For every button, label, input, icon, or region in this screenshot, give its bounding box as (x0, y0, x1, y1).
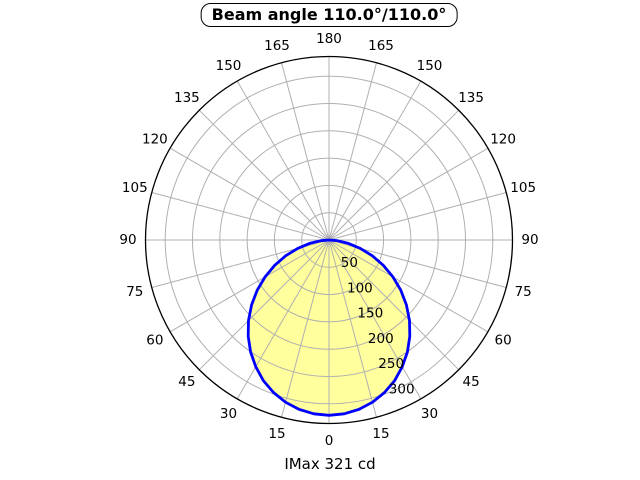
theta-tick-label: 135 (458, 90, 484, 106)
theta-tick-label: 135 (174, 90, 200, 106)
r-tick-label: 150 (357, 306, 383, 322)
theta-grid-line (328, 80, 422, 241)
theta-tick-label: 180 (316, 31, 342, 47)
r-tick-label: 300 (389, 381, 415, 397)
theta-tick-label: 105 (122, 180, 148, 196)
theta-grid-line (236, 239, 330, 400)
theta-tick-label: 120 (490, 132, 516, 148)
theta-tick-label: 30 (421, 406, 438, 422)
theta-grid-line (328, 239, 377, 418)
theta-grid-line (198, 239, 330, 371)
r-tick-label: 200 (368, 331, 394, 347)
chart-title: Beam angle 110.0°/110.0° (200, 3, 458, 27)
theta-tick-label: 75 (515, 284, 532, 300)
theta-tick-label: 60 (495, 333, 512, 349)
theta-tick-label: 30 (220, 406, 237, 422)
theta-grid-line (328, 239, 460, 371)
theta-grid-line (281, 239, 330, 418)
theta-tick-label: 165 (264, 38, 290, 54)
theta-grid-line (281, 62, 330, 241)
theta-tick-label: 0 (325, 433, 334, 449)
theta-tick-label: 15 (268, 426, 285, 442)
theta-tick-label: 150 (417, 58, 443, 74)
theta-tick-label: 45 (178, 374, 195, 390)
r-tick-label: 50 (341, 255, 358, 271)
theta-tick-label: 60 (146, 333, 163, 349)
theta-tick-label: 15 (372, 426, 389, 442)
theta-grid-line (169, 147, 330, 241)
theta-tick-label: 105 (510, 180, 536, 196)
theta-grid-line (328, 239, 489, 333)
theta-grid-line (169, 239, 330, 333)
polar-outline (144, 55, 514, 425)
r-tick-label: 100 (347, 281, 373, 297)
theta-tick-label: 45 (463, 374, 480, 390)
theta-tick-label: 150 (216, 58, 242, 74)
beam-curve (246, 238, 412, 417)
theta-tick-label: 120 (142, 132, 168, 148)
theta-grid-line (328, 62, 377, 241)
theta-grid-line (328, 192, 507, 241)
theta-grid-line (328, 239, 422, 400)
theta-tick-label: 90 (521, 232, 538, 248)
r-tick-label: 250 (378, 356, 404, 372)
theta-tick-label: 165 (368, 38, 394, 54)
theta-tick-label: 90 (119, 232, 136, 248)
theta-grid-line (328, 109, 460, 241)
theta-grid-line (328, 147, 489, 241)
theta-grid-line (236, 80, 330, 241)
imax-caption: IMax 321 cd (284, 455, 376, 473)
theta-grid-line (198, 109, 330, 241)
theta-grid-line (151, 192, 330, 241)
theta-tick-label: 75 (126, 284, 143, 300)
